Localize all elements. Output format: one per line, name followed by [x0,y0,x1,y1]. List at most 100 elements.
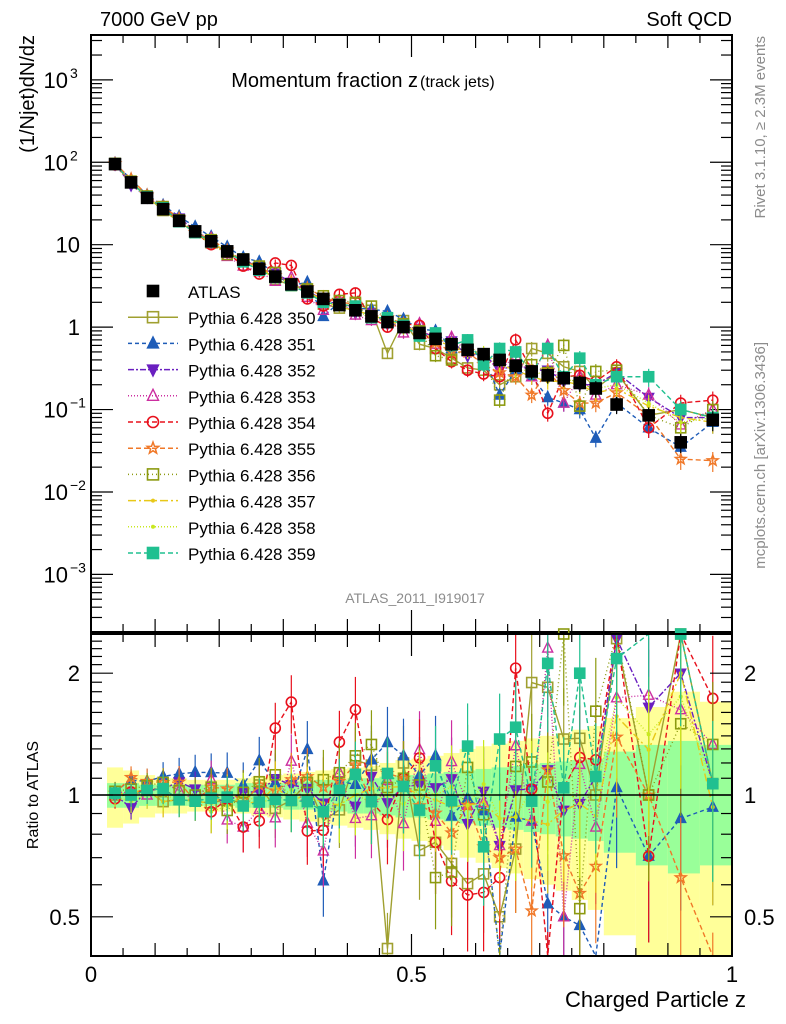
data-point [429,349,442,362]
data-point [556,382,572,397]
ratio-point [461,740,474,752]
ratio-point [525,795,538,807]
data-point [285,278,298,291]
stat-uncertainty-band [603,751,636,853]
ratio-axis-ticks: 2 2 1 1 0.5 0.5 0 0.5 1 [49,634,775,987]
ratio-point [157,782,169,795]
legend-item: Pythia 6.428 353 [128,387,316,407]
data-point [509,346,522,358]
ratio-point [541,896,554,909]
y-tick-label: 10 [44,562,68,587]
ratio-point [381,767,394,780]
rivet-label: Rivet 3.1.10, ≥ 2.3M events [752,36,769,219]
data-point [188,225,202,238]
data-point [573,376,587,390]
ratio-point [573,667,586,680]
data-point [285,259,298,272]
data-point [642,409,655,422]
data-point [588,395,604,410]
stat-uncertainty-band [699,744,732,866]
data-point [589,365,602,378]
legend-item: Pythia 6.428 356 [128,466,316,485]
series-atlas [108,157,720,454]
ratio-point [333,784,346,797]
ratio-point [509,721,522,734]
legend-item: Pythia 6.428 352 [128,362,316,381]
data-point [317,308,330,322]
data-point [301,285,314,298]
legend-label: Pythia 6.428 353 [188,388,316,407]
data-point [493,394,506,406]
data-point [349,303,362,317]
legend-marker [146,546,160,560]
data-point [573,400,586,412]
data-point [268,270,282,283]
ratio-point [189,795,201,807]
ratio-y-tick-label: 1 [68,783,80,808]
ratio-point [237,800,250,812]
ratio-line [114,670,714,826]
ratio-point [525,676,538,689]
data-point [673,451,689,466]
ratio-point [477,840,490,853]
data-point [706,413,720,427]
y-tick-label-exponent: 3 [70,65,78,81]
ratio-point [317,805,330,818]
ratio-point [269,722,282,734]
ratio-y-tick-label: 2 [68,661,80,686]
ratio-point [221,791,234,803]
ratio-point [253,796,266,808]
legend-label: Pythia 6.428 358 [188,519,316,538]
legend-label: Pythia 6.428 359 [188,545,316,564]
ratio-point [610,652,623,665]
plot-title-suffix: (track jets) [420,74,495,91]
data-point [445,354,458,366]
ratio-point [481,782,486,787]
legend-item: Pythia 6.428 354 [128,414,316,433]
ratio-point [524,903,540,918]
plot-title-main: Momentum fraction z [231,70,418,92]
data-point [204,234,218,248]
y-tick-label-exponent: 2 [70,147,78,163]
data-point [236,253,250,266]
ratio-point [429,871,442,884]
ratio-point [365,738,378,751]
data-point [429,332,442,346]
legend-marker [146,284,160,298]
ratio-y-tick-label-right: 0.5 [744,905,775,930]
legend-marker [146,310,160,324]
legend-marker [146,364,160,378]
ratio-point [381,942,394,955]
mcplots-label: mcplots.cern.ch [arXiv:1306.3436] [752,342,769,569]
legend-item: Pythia 6.428 359 [128,545,316,564]
ratio-point [173,793,185,806]
ratio-point [365,795,378,808]
y-axis-title: (1/Njet)dN/dz [17,35,39,153]
y-tick-label-exponent: −2 [70,477,86,493]
data-point [573,352,586,364]
y-tick-label: 10 [44,150,68,175]
ratio-y-tick-label-right: 1 [744,783,756,808]
ratio-y-tick-label: 0.5 [49,905,80,930]
main-panel: 7000 GeV pp Soft QCD Momentum fraction z… [17,9,769,633]
ratio-point [545,799,550,804]
data-point [541,369,555,382]
data-point [477,347,490,361]
data-point [642,370,655,383]
series-pythia-6-428-351 [108,155,719,458]
main-data [107,155,721,473]
data-point [108,157,122,171]
ratio-point [573,902,586,915]
data-point [140,191,154,205]
data-point [557,339,570,352]
ratio-point [706,777,719,790]
data-point [317,302,330,315]
data-point [156,202,170,216]
data-point [124,176,138,189]
data-point [381,347,394,360]
data-point [705,452,721,467]
data-point [172,214,186,228]
data-point [541,407,554,420]
data-point [461,334,474,346]
data-point [557,371,571,385]
